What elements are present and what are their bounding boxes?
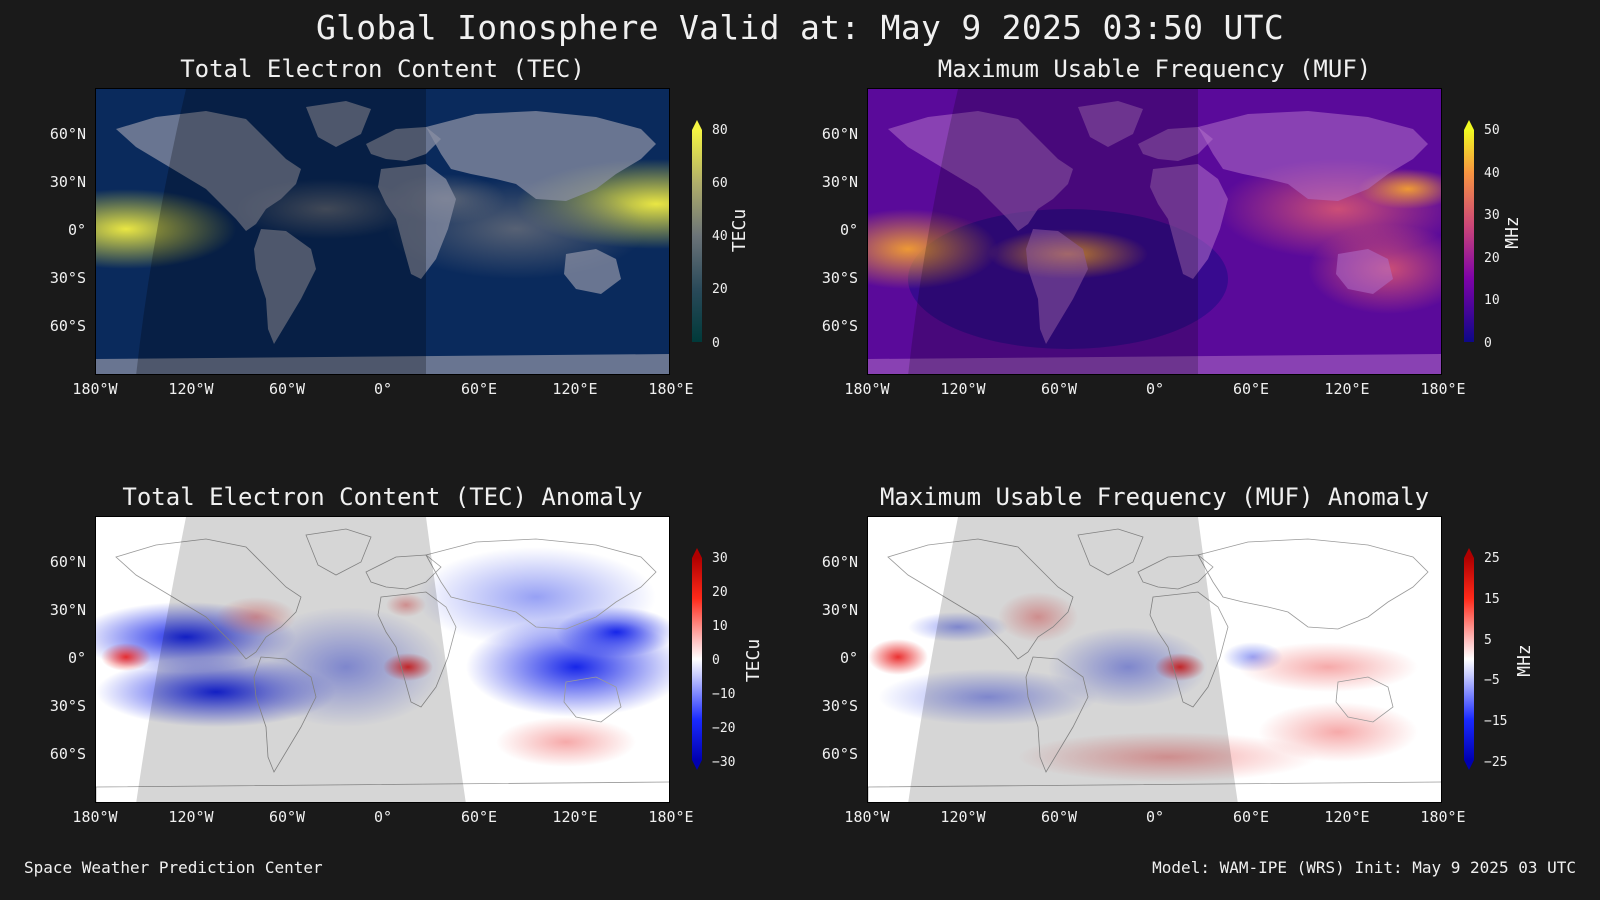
lon-label: 60°W bbox=[1040, 808, 1078, 826]
lon-label: 180°E bbox=[1420, 380, 1466, 398]
lon-label: 180°W bbox=[844, 380, 890, 398]
panel-title-muf: Maximum Usable Frequency (MUF) bbox=[937, 55, 1372, 83]
colorbar-unit: TECu bbox=[729, 208, 751, 253]
colorbar-tick: 0 bbox=[1484, 336, 1492, 351]
lat-label: 60°S bbox=[821, 745, 858, 763]
lon-label: 120°W bbox=[168, 380, 214, 398]
colorbar-tick: −30 bbox=[712, 755, 736, 770]
page-title: Global Ionosphere Valid at: May 9 2025 0… bbox=[315, 8, 1285, 47]
lon-label: 60°W bbox=[268, 808, 306, 826]
colorbar-tick: 30 bbox=[712, 551, 728, 566]
lon-label: 60°E bbox=[460, 380, 498, 398]
lat-label: 60°S bbox=[49, 317, 86, 335]
map-muf[interactable] bbox=[867, 88, 1442, 375]
lat-label: 30°N bbox=[821, 173, 858, 191]
lon-label: 180°W bbox=[72, 808, 118, 826]
lon-label: 120°E bbox=[1324, 380, 1370, 398]
colorbar-muf bbox=[1464, 120, 1474, 342]
map-muf-anomaly[interactable] bbox=[867, 516, 1442, 803]
colorbar-tick: −25 bbox=[1484, 755, 1508, 770]
lat-label: 30°S bbox=[49, 697, 86, 715]
lon-label: 120°E bbox=[552, 380, 598, 398]
panel-title-tec-anomaly: Total Electron Content (TEC) Anomaly bbox=[122, 483, 643, 511]
lon-label: 0° bbox=[373, 380, 393, 398]
lon-label: 180°W bbox=[844, 808, 890, 826]
colorbar-tick: −5 bbox=[1484, 673, 1500, 688]
colorbar-tick: 20 bbox=[712, 585, 728, 600]
colorbar-tick: 25 bbox=[1484, 551, 1500, 566]
footer-model-info: Model: WAM-IPE (WRS) Init: May 9 2025 03… bbox=[1152, 858, 1576, 877]
lon-label: 180°E bbox=[1420, 808, 1466, 826]
colorbar-tec-anomaly bbox=[692, 548, 702, 770]
lat-label: 30°N bbox=[49, 173, 86, 191]
lon-label: 180°W bbox=[72, 380, 118, 398]
colorbar-tick: 80 bbox=[712, 123, 728, 138]
lon-label: 0° bbox=[1145, 808, 1165, 826]
colorbar-tick: −10 bbox=[712, 687, 736, 702]
lat-label: 60°S bbox=[49, 745, 86, 763]
colorbar-unit: MHz bbox=[1513, 644, 1535, 677]
lon-label: 120°E bbox=[1324, 808, 1370, 826]
colorbar-muf-anomaly bbox=[1464, 548, 1474, 770]
colorbar-tick: 20 bbox=[712, 282, 728, 297]
colorbar-tick: 10 bbox=[712, 619, 728, 634]
lat-label: 60°N bbox=[49, 125, 86, 143]
lon-label: 60°W bbox=[268, 380, 306, 398]
footer-credit: Space Weather Prediction Center bbox=[24, 858, 323, 877]
colorbar-tick: 50 bbox=[1484, 123, 1500, 138]
map-tec[interactable] bbox=[95, 88, 670, 375]
colorbar-tick: 30 bbox=[1484, 208, 1500, 223]
colorbar-tick: 0 bbox=[712, 653, 720, 668]
lat-label: 60°S bbox=[821, 317, 858, 335]
lat-label: 30°N bbox=[49, 601, 86, 619]
lat-label: 30°S bbox=[821, 697, 858, 715]
lon-label: 0° bbox=[1145, 380, 1165, 398]
lon-label: 120°W bbox=[168, 808, 214, 826]
map-tec-anomaly[interactable] bbox=[95, 516, 670, 803]
lon-label: 60°E bbox=[1232, 808, 1270, 826]
colorbar-tick: −20 bbox=[712, 721, 736, 736]
lon-label: 60°E bbox=[460, 808, 498, 826]
lon-label: 120°W bbox=[940, 380, 986, 398]
lon-label: 120°E bbox=[552, 808, 598, 826]
lon-label: 180°E bbox=[648, 380, 694, 398]
colorbar-tec bbox=[692, 120, 702, 342]
colorbar-tick: 15 bbox=[1484, 592, 1500, 607]
lon-label: 120°W bbox=[940, 808, 986, 826]
panel-title-tec: Total Electron Content (TEC) bbox=[180, 55, 585, 83]
lat-label: 0° bbox=[839, 221, 858, 239]
lat-label: 0° bbox=[839, 649, 858, 667]
colorbar-tick: 5 bbox=[1484, 633, 1492, 648]
lat-label: 60°N bbox=[821, 125, 858, 143]
colorbar-unit: MHz bbox=[1501, 216, 1523, 249]
lat-label: 0° bbox=[67, 221, 86, 239]
colorbar-tick: −15 bbox=[1484, 714, 1508, 729]
colorbar-tick: 60 bbox=[712, 176, 728, 191]
colorbar-tick: 20 bbox=[1484, 251, 1500, 266]
panel-title-muf-anomaly: Maximum Usable Frequency (MUF) Anomaly bbox=[879, 483, 1430, 511]
colorbar-tick: 40 bbox=[1484, 166, 1500, 181]
colorbar-tick: 10 bbox=[1484, 293, 1500, 308]
colorbar-tick: 0 bbox=[712, 336, 720, 351]
lon-label: 0° bbox=[373, 808, 393, 826]
lat-label: 60°N bbox=[49, 553, 86, 571]
lat-label: 60°N bbox=[821, 553, 858, 571]
lon-label: 180°E bbox=[648, 808, 694, 826]
colorbar-unit: TECu bbox=[743, 638, 765, 683]
colorbar-tick: 40 bbox=[712, 229, 728, 244]
lat-label: 30°N bbox=[821, 601, 858, 619]
lat-label: 30°S bbox=[821, 269, 858, 287]
lat-label: 30°S bbox=[49, 269, 86, 287]
lon-label: 60°W bbox=[1040, 380, 1078, 398]
lat-label: 0° bbox=[67, 649, 86, 667]
lon-label: 60°E bbox=[1232, 380, 1270, 398]
